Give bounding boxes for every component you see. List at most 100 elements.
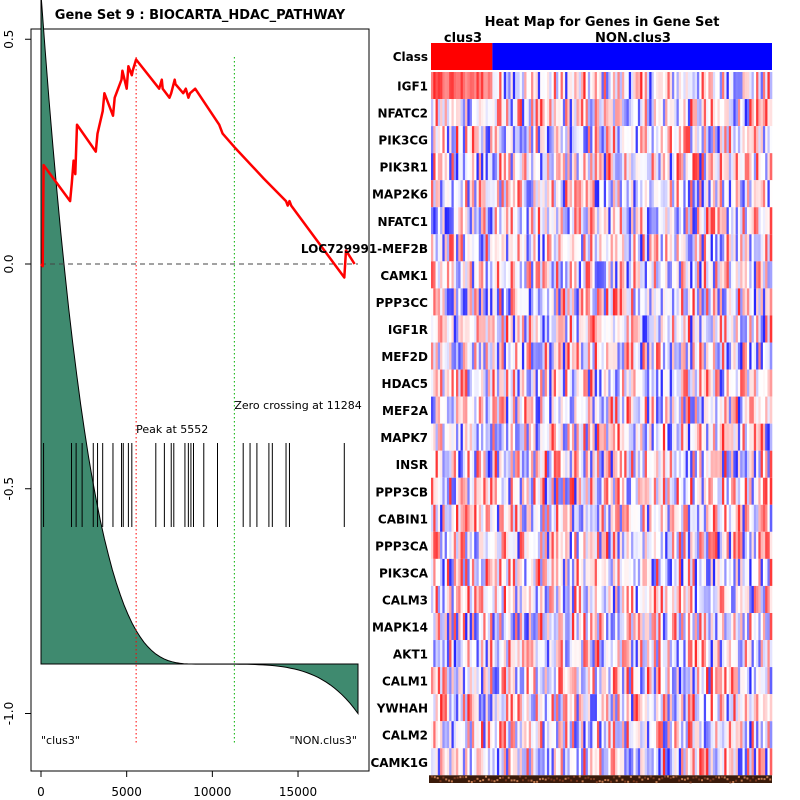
heatmap-cell [737, 180, 741, 208]
heatmap-cell [633, 315, 636, 343]
heatmap-cell [737, 504, 741, 532]
heatmap-cell [553, 342, 557, 370]
heatmap-cell [710, 613, 714, 641]
heatmap-cell [499, 667, 502, 695]
heatmap-cell [706, 423, 709, 451]
heatmap-cell [628, 613, 632, 641]
heatmap-cell [608, 396, 611, 424]
heatmap-cell [435, 99, 439, 127]
heatmap-cell [681, 585, 684, 613]
heatmap-cell [644, 585, 648, 613]
heatmap-cell [549, 126, 552, 154]
heatmap-cell [765, 99, 768, 127]
heatmap-cell [651, 477, 655, 505]
heatmap-cell [662, 558, 666, 586]
heatmap-cell [499, 585, 502, 613]
heatmap-cell [594, 613, 598, 641]
heatmap-cell [581, 207, 584, 235]
heatmap-cell [674, 748, 677, 776]
heatmap-cell [560, 153, 564, 181]
heatmap-cell [576, 288, 580, 316]
heatmap-cell [631, 558, 634, 586]
heatmap-cell [521, 585, 525, 613]
heatmap-cell [746, 315, 750, 343]
heatmap-cell [440, 721, 443, 749]
heatmap-cell [746, 180, 750, 208]
heatmap-cell [574, 531, 577, 559]
heatmap-cell [692, 748, 695, 776]
heatmap-cell [769, 504, 773, 532]
heatmap-cell [715, 288, 718, 316]
heatmap-cell [603, 315, 607, 343]
heatmap-cell [431, 531, 434, 559]
heatmap-cell [644, 640, 648, 668]
heatmap-cell [626, 694, 630, 722]
heatmap-cell [535, 640, 539, 668]
heatmap-cell [626, 721, 630, 749]
heatmap-cell [442, 153, 445, 181]
heatmap-cell [592, 261, 595, 289]
heatmap-cell [435, 450, 439, 478]
heatmap-cell [435, 72, 439, 100]
heatmap-cell [501, 748, 505, 776]
heatmap-cell [592, 180, 595, 208]
heatmap-cell [649, 721, 652, 749]
heatmap-cell [603, 558, 607, 586]
bottom-strip-fleck [541, 777, 544, 780]
heatmap-cell [703, 423, 707, 451]
heatmap-cell [694, 613, 698, 641]
heatmap-cell [490, 126, 493, 154]
heatmap-cell [699, 477, 702, 505]
heatmap-cell [537, 558, 541, 586]
heatmap-cell [662, 234, 666, 262]
heatmap-cell [660, 721, 664, 749]
heatmap-cell [558, 207, 561, 235]
heatmap-cell [540, 288, 543, 316]
heatmap-cell [753, 558, 757, 586]
heatmap-cell [526, 315, 530, 343]
heatmap-cell [731, 504, 734, 532]
heatmap-cell [690, 667, 693, 695]
heatmap-cell [712, 126, 716, 154]
heatmap-cell [453, 477, 457, 505]
heatmap-cell [508, 640, 511, 668]
heatmap-cell [726, 531, 730, 559]
heatmap-cell [449, 180, 452, 208]
heatmap-cell [649, 153, 652, 181]
heatmap-cell [640, 261, 643, 289]
heatmap-cell [558, 613, 561, 641]
heatmap-cell [467, 153, 470, 181]
heatmap-cell [551, 585, 555, 613]
heatmap-cell [681, 396, 684, 424]
heatmap-cell [667, 369, 670, 397]
heatmap-cell [435, 288, 439, 316]
heatmap-cell [558, 72, 561, 100]
bottom-strip-fleck [581, 780, 584, 783]
heatmap-cell [626, 261, 630, 289]
heatmap-cell [578, 640, 582, 668]
heatmap-cell [465, 99, 468, 127]
heatmap-cell [478, 396, 482, 424]
heatmap-cell [583, 613, 586, 641]
heatmap-cell [458, 640, 461, 668]
heatmap-cell [644, 396, 648, 424]
heatmap-cell [571, 396, 575, 424]
heatmap-cell [612, 558, 616, 586]
heatmap-cell [706, 531, 709, 559]
heatmap-cell [585, 477, 589, 505]
heatmap-cell [540, 396, 543, 424]
heatmap-cell [578, 180, 582, 208]
heatmap-cell [435, 585, 439, 613]
heatmap-cell [678, 99, 682, 127]
heatmap-cell [469, 126, 473, 154]
heatmap-cell [576, 477, 580, 505]
heatmap-cell [656, 180, 659, 208]
heatmap-cell [646, 126, 650, 154]
heatmap-cell [456, 261, 459, 289]
heatmap-cell [562, 99, 566, 127]
heatmap-cell [706, 72, 709, 100]
heatmap-cell [585, 234, 589, 262]
heatmap-cell [556, 504, 559, 532]
heatmap-cell [699, 342, 702, 370]
heatmap-cell [669, 72, 673, 100]
